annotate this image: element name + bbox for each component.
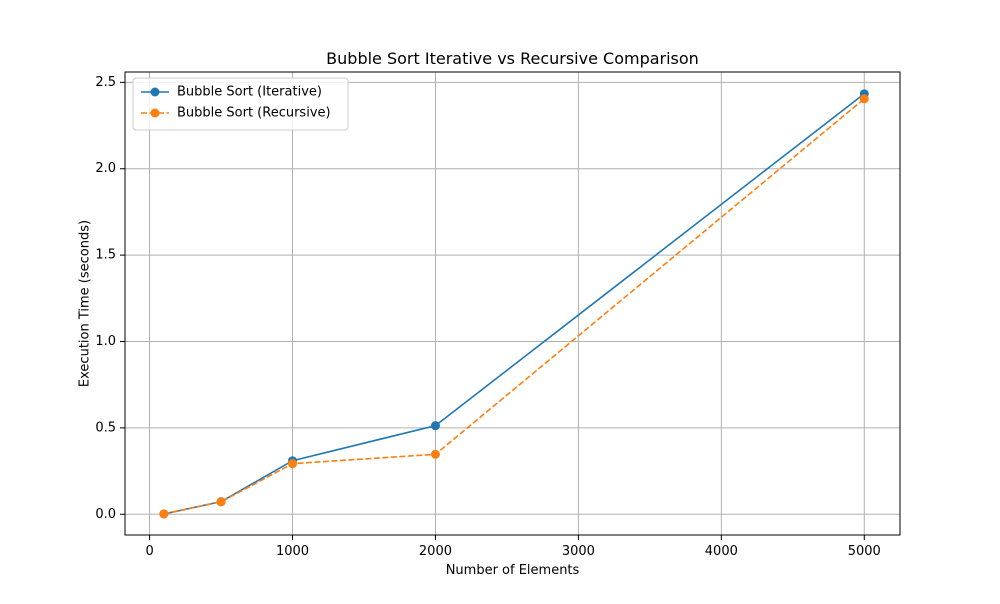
x-tick-label: 4000 bbox=[705, 544, 738, 559]
chart-title: Bubble Sort Iterative vs Recursive Compa… bbox=[326, 49, 699, 68]
series-2-point bbox=[430, 449, 440, 459]
y-tick-label: 2.0 bbox=[95, 161, 116, 176]
ticks: 0 1000 2000 3000 4000 5000 0.0 0.5 1.0 1.5 2.0 2.5 bbox=[95, 75, 881, 559]
x-tick-label: 3000 bbox=[562, 544, 595, 559]
x-axis-label: Number of Elements bbox=[446, 563, 580, 578]
legend-label: Bubble Sort (Recursive) bbox=[177, 106, 331, 121]
legend-item: Bubble Sort (Iterative) bbox=[141, 85, 322, 100]
x-tick-label: 5000 bbox=[848, 544, 881, 559]
x-tick-label: 0 bbox=[145, 544, 153, 559]
y-tick-label: 1.0 bbox=[95, 334, 116, 349]
x-tick-label: 2000 bbox=[419, 544, 452, 559]
legend-marker bbox=[150, 108, 160, 118]
legend-frame bbox=[132, 77, 349, 131]
y-tick-label: 0.0 bbox=[95, 507, 116, 522]
grid bbox=[125, 72, 900, 535]
legend-label: Bubble Sort (Iterative) bbox=[177, 85, 322, 100]
y-tick-label: 1.5 bbox=[95, 248, 116, 263]
series-2-point bbox=[859, 94, 869, 104]
y-axis-label: Execution Time (seconds) bbox=[78, 220, 93, 387]
series-layer bbox=[159, 89, 869, 519]
series-2-point bbox=[216, 497, 226, 507]
series-1-point bbox=[430, 421, 440, 431]
legend: Bubble Sort (Iterative) Bubble Sort (Recu… bbox=[132, 77, 349, 131]
x-tick-label: 1000 bbox=[276, 544, 309, 559]
series-2-point bbox=[288, 459, 298, 469]
series-2-point bbox=[159, 509, 169, 519]
y-tick-label: 0.5 bbox=[95, 420, 116, 435]
legend-marker bbox=[150, 87, 160, 97]
y-tick-label: 2.5 bbox=[95, 75, 116, 90]
legend-item: Bubble Sort (Recursive) bbox=[141, 106, 331, 121]
plot-frame bbox=[124, 71, 901, 536]
series-2 bbox=[159, 94, 869, 519]
